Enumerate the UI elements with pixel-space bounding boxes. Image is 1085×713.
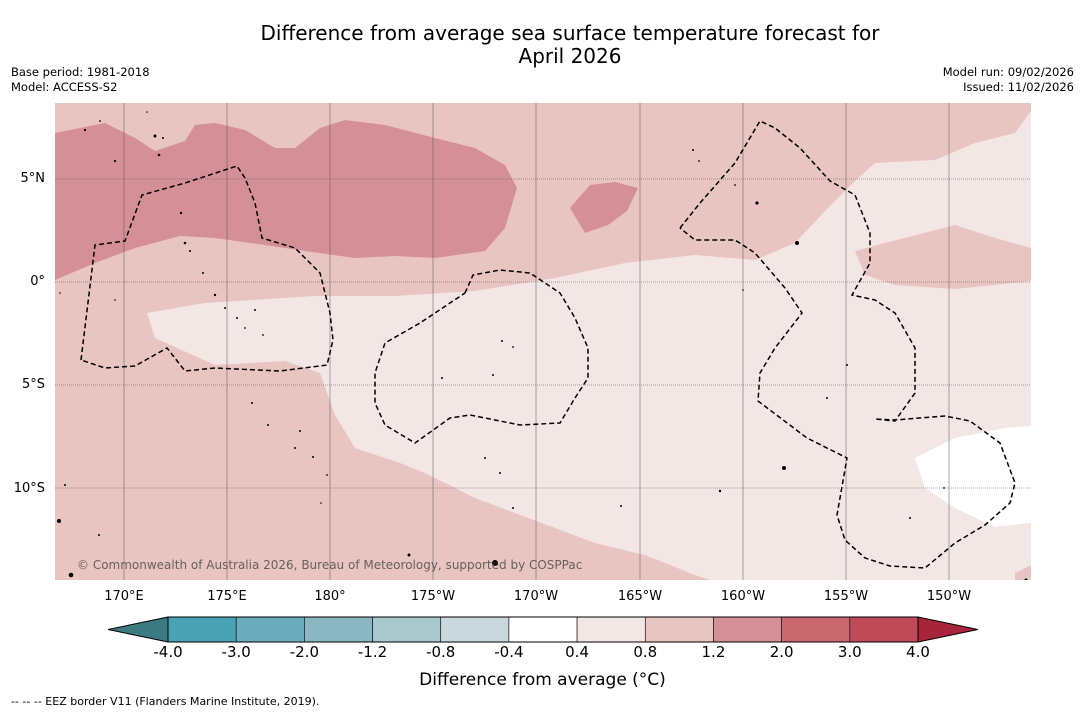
colorbar-swatch — [713, 616, 782, 643]
colorbar-swatch — [372, 616, 442, 643]
sst-anomaly-map — [55, 103, 1031, 580]
colorbar-tick-label: 3.0 — [837, 643, 862, 661]
latitude-gridlines — [55, 178, 1031, 489]
colorbar-tick-label: 1.2 — [701, 643, 726, 661]
model-run-text: Model run: 09/02/2026 — [942, 65, 1074, 79]
issued-text: Issued: 11/02/2026 — [963, 80, 1074, 94]
anomaly-region-0.4-0.8 — [147, 111, 1031, 580]
colorbar-tick-label: -1.2 — [357, 643, 388, 661]
colorbar-tick-label: -0.8 — [426, 643, 456, 661]
map-canvas — [55, 103, 1031, 580]
lon-label-170e: 170°E — [104, 589, 144, 604]
base-period-text: Base period: 1981-2018 — [11, 65, 150, 79]
model-text: Model: ACCESS-S2 — [11, 80, 118, 94]
longitude-gridlines — [123, 103, 950, 580]
lon-label-155w: 155°W — [823, 589, 869, 604]
colorbar-tick-label: -4.0 — [153, 643, 183, 661]
colorbar-swatch — [849, 616, 919, 643]
eez-tuvalu-kiribati-west — [80, 165, 334, 372]
eez-line-islands — [679, 120, 1016, 569]
lon-label-160w: 160°W — [720, 589, 766, 604]
anomaly-region-1.2-2.0-north — [55, 120, 517, 280]
colorbar-under-arrow — [108, 617, 168, 642]
colorbar-tick-label: 0.4 — [565, 643, 589, 661]
lon-label-165w: 165°W — [617, 589, 663, 604]
copyright-text: © Commonwealth of Australia 2026, Bureau… — [77, 558, 583, 572]
colorbar-title: Difference from average (°C) — [419, 670, 666, 690]
colorbar-tick-label: 4.0 — [906, 643, 930, 661]
anomaly-region-minus0.4-0.4 — [915, 426, 1031, 527]
lat-label-5n: 5°N — [20, 171, 46, 186]
colorbar-tick-label: -3.0 — [221, 643, 251, 661]
eez-borders — [80, 120, 1016, 569]
colorbar-swatch — [304, 616, 373, 643]
colorbar-tick-label: -2.0 — [289, 643, 319, 661]
chart-title: Difference from average sea surface temp… — [0, 22, 1085, 68]
colorbar-swatch — [440, 616, 510, 643]
colorbar — [108, 616, 978, 643]
eez-phoenix-islands — [374, 269, 589, 444]
lat-label-5s: 5°S — [21, 377, 45, 392]
colorbar-tick-label: -0.4 — [494, 643, 524, 661]
colorbar-over-arrow — [918, 617, 978, 642]
lat-label-10s: 10°S — [13, 481, 45, 496]
anomaly-region-1.2-2.0-islet — [570, 182, 638, 233]
metadata-right: Model run: 09/02/2026 Issued: 11/02/2026 — [943, 65, 1074, 95]
lon-label-180: 180° — [314, 589, 346, 604]
colorbar-tick-label: 2.0 — [769, 643, 794, 661]
colorbar-tick-label: 0.8 — [633, 643, 658, 661]
colorbar-swatch — [167, 616, 237, 643]
eez-legend-text: -- -- -- EEZ border V11 (Flanders Marine… — [11, 695, 320, 708]
island-dots — [57, 111, 1028, 580]
colorbar-swatch — [644, 616, 714, 643]
colorbar-swatch — [235, 616, 305, 643]
title-line-1: Difference from average sea surface temp… — [260, 21, 880, 45]
colorbar-swatch — [781, 616, 851, 643]
lon-label-175e: 175°E — [207, 589, 247, 604]
colorbar-swatch — [508, 616, 578, 643]
lat-label-0: 0° — [30, 274, 45, 289]
lon-label-175w: 175°W — [410, 589, 456, 604]
metadata-left: Base period: 1981-2018 Model: ACCESS-S2 — [11, 65, 150, 95]
lon-label-150w: 150°W — [926, 589, 972, 604]
title-line-2: April 2026 — [518, 44, 622, 68]
colorbar-swatch — [576, 616, 646, 643]
lon-label-170w: 170°W — [513, 589, 559, 604]
